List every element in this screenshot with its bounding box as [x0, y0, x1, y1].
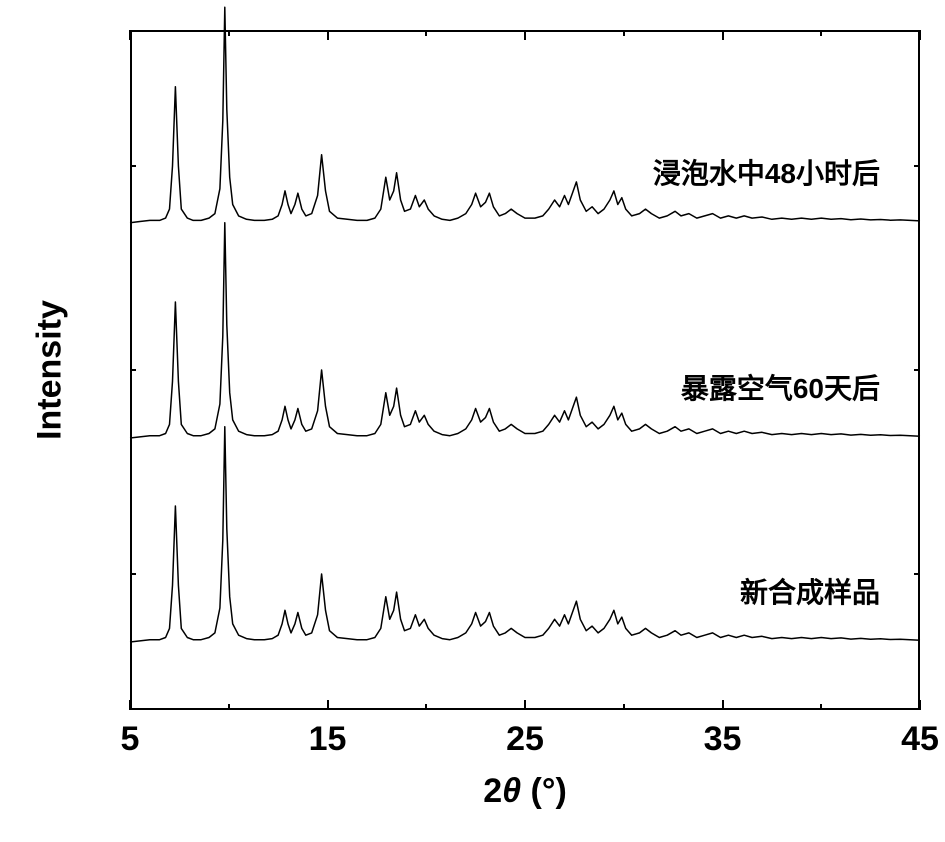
- xrd-chart: Intensity 2θ (°) 515253545浸泡水中48小时后暴露空气6…: [0, 0, 945, 842]
- xrd-trace-as-synthesized: [0, 0, 945, 842]
- series-label-as-synthesized: 新合成样品: [740, 571, 880, 611]
